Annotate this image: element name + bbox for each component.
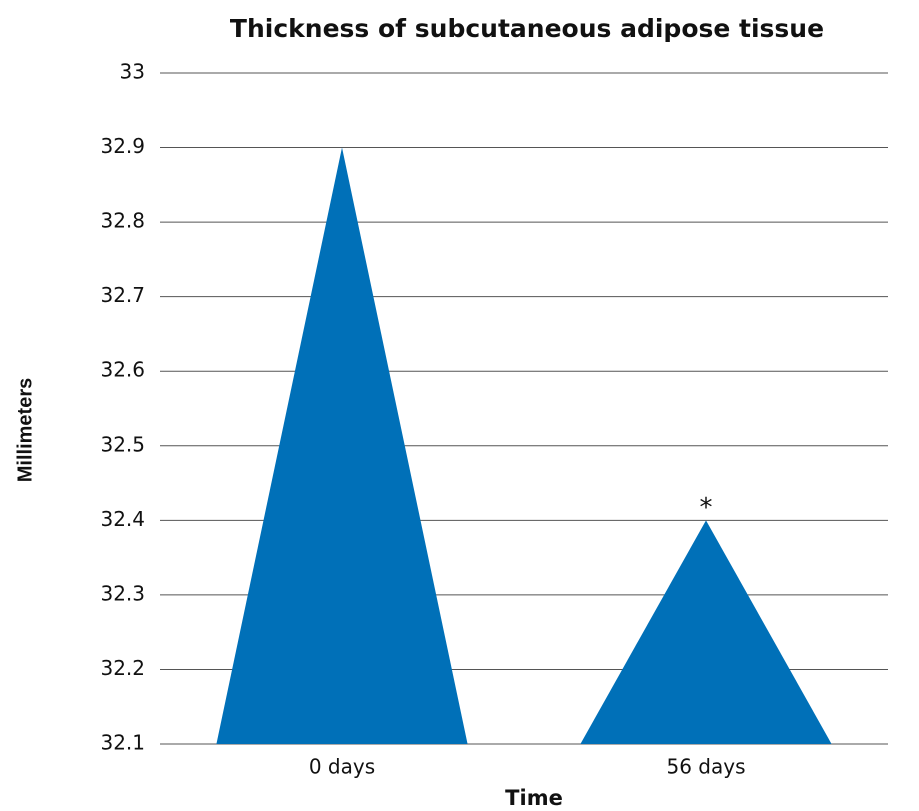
y-tick-label: 32.7 [100,283,145,307]
y-tick-label: 32.8 [100,209,145,233]
y-tick-label: 32.2 [100,656,145,680]
y-axis-label: Millimeters [14,378,36,482]
y-tick-label: 33 [120,60,145,84]
annotation: * [700,493,713,523]
y-tick-label: 32.5 [100,432,145,456]
x-tick-label: 56 days [666,755,745,779]
bar [216,147,468,745]
y-tick-label: 32.3 [100,581,145,605]
y-tick-label: 32.1 [100,731,145,755]
y-tick-label: 32.9 [100,134,145,158]
x-axis-label: Time [505,786,563,810]
bar [580,520,832,744]
chart-title: Thickness of subcutaneous adipose tissue [230,14,824,43]
y-tick-label: 32.4 [100,507,145,531]
y-tick-label: 32.6 [100,358,145,382]
x-tick-label: 0 days [309,755,375,779]
